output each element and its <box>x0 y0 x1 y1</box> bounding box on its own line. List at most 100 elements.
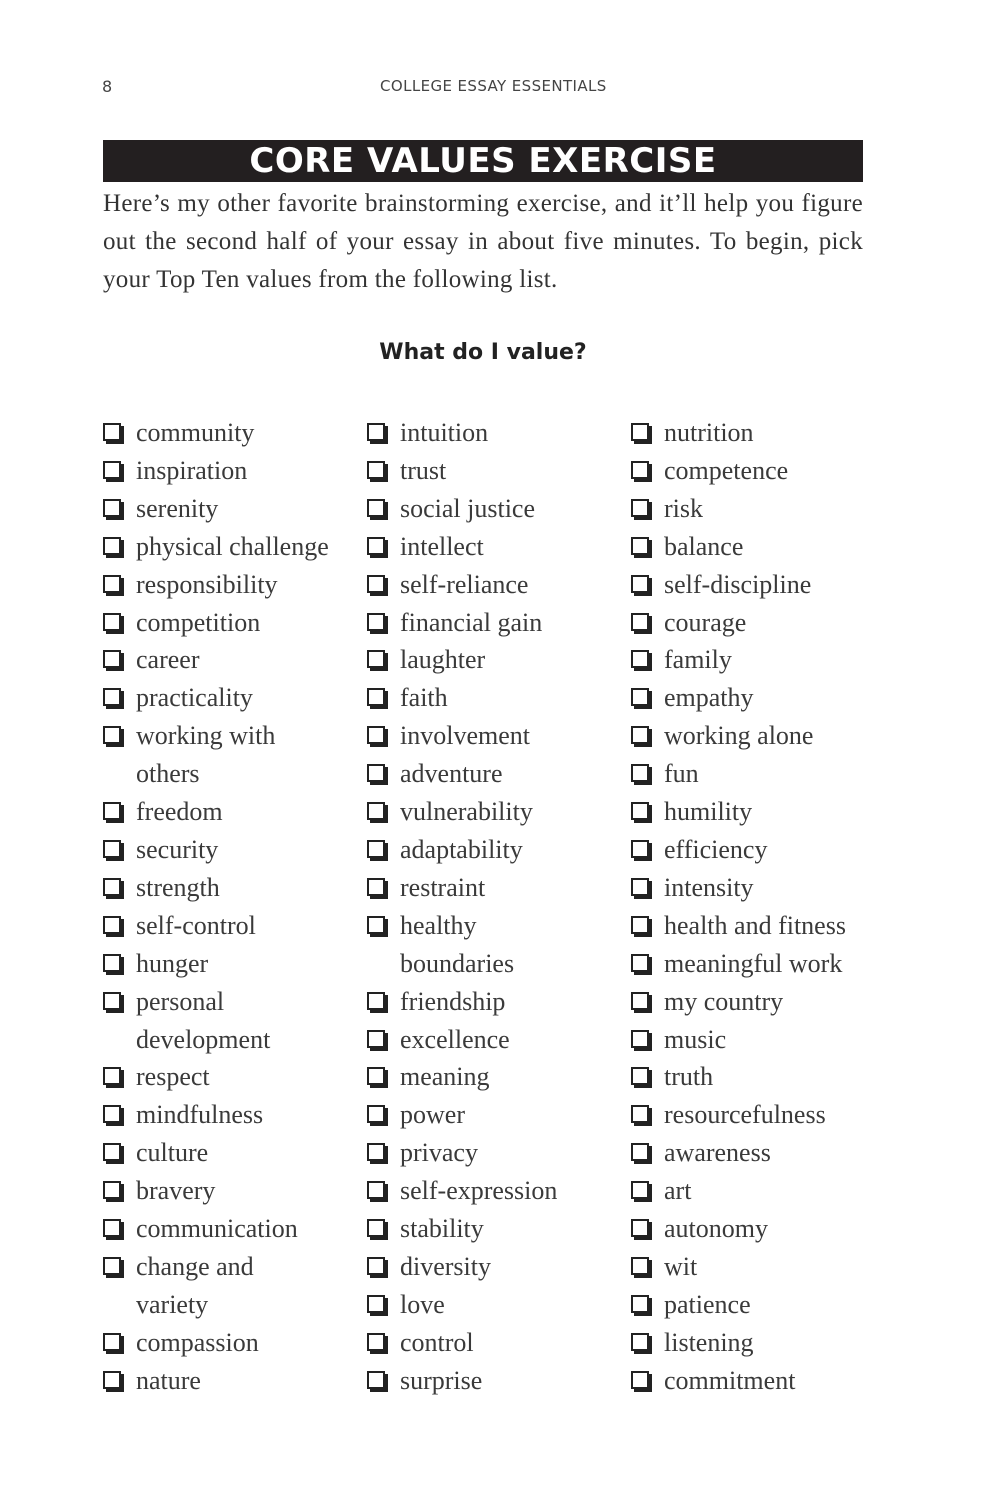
checkbox-icon[interactable] <box>631 1332 649 1351</box>
checkbox-icon[interactable] <box>631 991 649 1010</box>
value-item[interactable]: intellect <box>367 528 557 566</box>
checkbox-icon[interactable] <box>631 1219 649 1238</box>
value-item[interactable]: strength <box>103 869 329 907</box>
checkbox-icon[interactable] <box>103 1067 121 1086</box>
checkbox-icon[interactable] <box>631 460 649 479</box>
value-item[interactable]: music <box>631 1021 846 1059</box>
value-item[interactable]: privacy <box>367 1134 557 1172</box>
value-item[interactable]: compassion <box>103 1324 329 1362</box>
value-item[interactable]: adaptability <box>367 831 557 869</box>
checkbox-icon[interactable] <box>367 991 385 1010</box>
value-item[interactable]: laughter <box>367 641 557 679</box>
checkbox-icon[interactable] <box>103 650 121 669</box>
checkbox-icon[interactable] <box>103 536 121 555</box>
checkbox-icon[interactable] <box>103 953 121 972</box>
value-item[interactable]: self-expression <box>367 1172 557 1210</box>
value-item[interactable]: courage <box>631 604 846 642</box>
value-item[interactable]: self-discipline <box>631 566 846 604</box>
value-item[interactable]: competence <box>631 452 846 490</box>
value-item[interactable]: diversity <box>367 1248 557 1286</box>
value-item[interactable]: self-reliance <box>367 566 557 604</box>
checkbox-icon[interactable] <box>631 612 649 631</box>
checkbox-icon[interactable] <box>367 1332 385 1351</box>
checkbox-icon[interactable] <box>367 915 385 934</box>
checkbox-icon[interactable] <box>631 536 649 555</box>
value-item[interactable]: healthy boundaries <box>367 907 557 983</box>
checkbox-icon[interactable] <box>631 764 649 783</box>
value-item[interactable]: autonomy <box>631 1210 846 1248</box>
checkbox-icon[interactable] <box>631 574 649 593</box>
value-item[interactable]: risk <box>631 490 846 528</box>
checkbox-icon[interactable] <box>367 1219 385 1238</box>
checkbox-icon[interactable] <box>367 1105 385 1124</box>
value-item[interactable]: nutrition <box>631 414 846 452</box>
value-item[interactable]: meaningful work <box>631 945 846 983</box>
value-item[interactable]: respect <box>103 1058 329 1096</box>
checkbox-icon[interactable] <box>367 1294 385 1313</box>
value-item[interactable]: truth <box>631 1058 846 1096</box>
checkbox-icon[interactable] <box>631 688 649 707</box>
value-item[interactable]: serenity <box>103 490 329 528</box>
value-item[interactable]: vulnerability <box>367 793 557 831</box>
value-item[interactable]: bravery <box>103 1172 329 1210</box>
value-item[interactable]: culture <box>103 1134 329 1172</box>
checkbox-icon[interactable] <box>367 612 385 631</box>
value-item[interactable]: efficiency <box>631 831 846 869</box>
value-item[interactable]: restraint <box>367 869 557 907</box>
value-item[interactable]: freedom <box>103 793 329 831</box>
checkbox-icon[interactable] <box>367 498 385 517</box>
checkbox-icon[interactable] <box>367 650 385 669</box>
checkbox-icon[interactable] <box>103 688 121 707</box>
value-item[interactable]: fun <box>631 755 846 793</box>
value-item[interactable]: wit <box>631 1248 846 1286</box>
checkbox-icon[interactable] <box>631 1256 649 1275</box>
value-item[interactable]: change and variety <box>103 1248 329 1324</box>
checkbox-icon[interactable] <box>103 1219 121 1238</box>
value-item[interactable]: competition <box>103 604 329 642</box>
checkbox-icon[interactable] <box>103 802 121 821</box>
value-item[interactable]: meaning <box>367 1058 557 1096</box>
checkbox-icon[interactable] <box>103 1105 121 1124</box>
value-item[interactable]: power <box>367 1096 557 1134</box>
value-item[interactable]: mindfulness <box>103 1096 329 1134</box>
checkbox-icon[interactable] <box>631 423 649 441</box>
value-item[interactable]: physical challenge <box>103 528 329 566</box>
value-item[interactable]: career <box>103 641 329 679</box>
value-item[interactable]: practicality <box>103 679 329 717</box>
value-item[interactable]: trust <box>367 452 557 490</box>
value-item[interactable]: resourcefulness <box>631 1096 846 1134</box>
checkbox-icon[interactable] <box>103 1256 121 1275</box>
checkbox-icon[interactable] <box>631 1029 649 1048</box>
checkbox-icon[interactable] <box>631 839 649 858</box>
checkbox-icon[interactable] <box>103 839 121 858</box>
value-item[interactable]: security <box>103 831 329 869</box>
value-item[interactable]: intensity <box>631 869 846 907</box>
value-item[interactable]: self-control <box>103 907 329 945</box>
checkbox-icon[interactable] <box>631 1370 649 1389</box>
checkbox-icon[interactable] <box>631 1067 649 1086</box>
checkbox-icon[interactable] <box>631 726 649 745</box>
checkbox-icon[interactable] <box>103 1181 121 1200</box>
checkbox-icon[interactable] <box>367 1370 385 1389</box>
checkbox-icon[interactable] <box>631 953 649 972</box>
value-item[interactable]: responsibility <box>103 566 329 604</box>
checkbox-icon[interactable] <box>103 726 121 745</box>
value-item[interactable]: excellence <box>367 1021 557 1059</box>
value-item[interactable]: working with others <box>103 717 329 793</box>
value-item[interactable]: financial gain <box>367 604 557 642</box>
checkbox-icon[interactable] <box>631 1105 649 1124</box>
value-item[interactable]: community <box>103 414 329 452</box>
checkbox-icon[interactable] <box>103 423 121 441</box>
checkbox-icon[interactable] <box>367 1067 385 1086</box>
value-item[interactable]: patience <box>631 1286 846 1324</box>
value-item[interactable]: involvement <box>367 717 557 755</box>
checkbox-icon[interactable] <box>631 1143 649 1162</box>
value-item[interactable]: faith <box>367 679 557 717</box>
value-item[interactable]: family <box>631 641 846 679</box>
checkbox-icon[interactable] <box>367 688 385 707</box>
checkbox-icon[interactable] <box>103 1370 121 1389</box>
checkbox-icon[interactable] <box>103 915 121 934</box>
value-item[interactable]: love <box>367 1286 557 1324</box>
value-item[interactable]: balance <box>631 528 846 566</box>
value-item[interactable]: my country <box>631 983 846 1021</box>
